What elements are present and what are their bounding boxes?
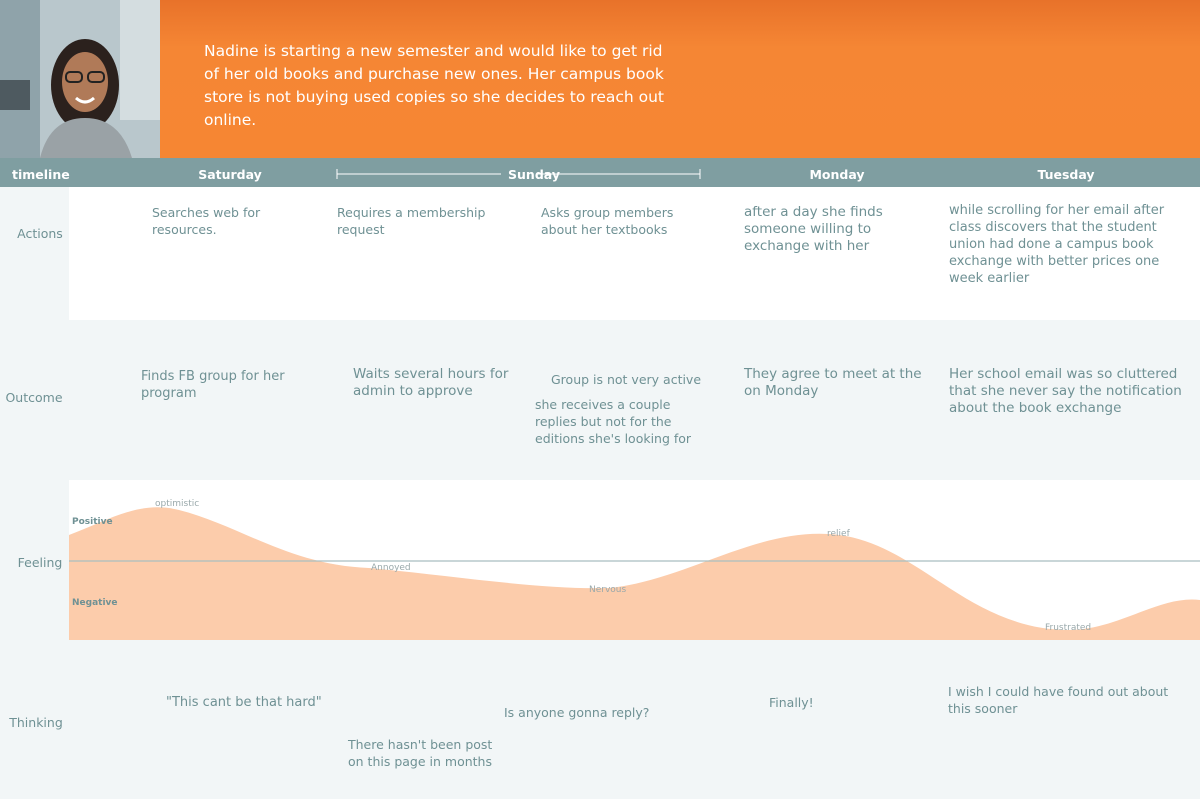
thought: There hasn't been post on this page in m… (348, 737, 493, 769)
row-label: Outcome (5, 390, 63, 405)
thought: Is anyone gonna reply? (504, 705, 650, 720)
emotion: Nervous (589, 585, 627, 595)
timeline-label: timeline (12, 167, 70, 182)
day-label: Sunday (508, 167, 560, 182)
thought: I wish I could have found out about this… (948, 684, 1169, 716)
row-label: Thinking (9, 715, 63, 730)
day-label: Saturday (198, 167, 262, 182)
action: while scrolling for her email after clas… (949, 203, 1165, 286)
timeline-bar (0, 158, 1200, 187)
row-label: Feeling (17, 555, 63, 570)
sunday-bracket (336, 169, 701, 179)
emotion: relief (827, 529, 850, 539)
outcome: They agree to meet at the on Monday (744, 366, 922, 399)
outcome: Finds FB group for her program (141, 369, 285, 401)
emotion: Annoyed (371, 563, 411, 573)
action: after a day she finds someone willing to… (744, 204, 883, 254)
feeling-curve (69, 507, 1200, 640)
day-label: Monday (809, 167, 865, 182)
outcome: Group is not very active (551, 372, 702, 387)
outcome: Her school email was so cluttered that s… (949, 366, 1182, 416)
outcome: Waits several hours for admin to approve (353, 366, 509, 399)
header-bg (0, 0, 1200, 158)
portrait (0, 0, 160, 158)
thought: Finally! (769, 695, 814, 710)
action: Requires a membership request (337, 205, 486, 237)
actions-row (69, 187, 1200, 320)
action: Searches web for resources. (152, 205, 261, 237)
positive-label: Positive (72, 517, 113, 527)
emotion: optimistic (155, 499, 200, 509)
persona-description: Nadine is starting a new semester and wo… (204, 42, 665, 129)
action: Asks group members about her textbooks (541, 205, 674, 237)
negative-label: Negative (72, 598, 118, 608)
emotion: Frustrated (1045, 623, 1092, 633)
outcome: she receives a couple replies but not fo… (535, 397, 692, 446)
day-label: Tuesday (1037, 167, 1095, 182)
row-label: Actions (17, 226, 63, 241)
thought: "This cant be that hard" (166, 695, 322, 710)
